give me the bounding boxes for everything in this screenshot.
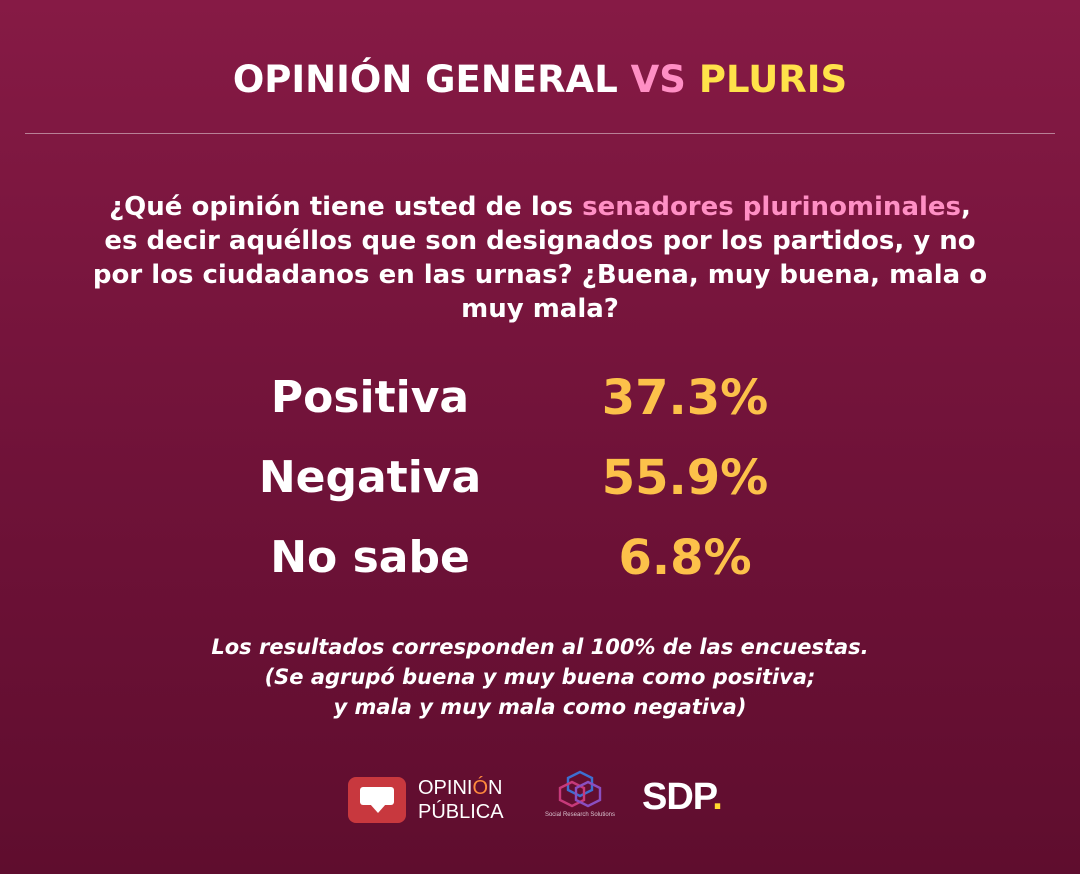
result-value: 37.3%: [601, 370, 769, 426]
result-label: No sabe: [270, 532, 470, 583]
footnote: Los resultados corresponden al 100% de l…: [140, 632, 940, 722]
result-label: Negativa: [258, 452, 482, 503]
srs-caption: Social Research Solutions: [544, 812, 616, 818]
question-highlight: senadores plurinominales: [582, 192, 962, 222]
footnote-line: Los resultados corresponden al 100% de l…: [211, 635, 869, 659]
footnote-line: (Se agrupó buena y muy buena como positi…: [264, 665, 816, 689]
srs-mark-icon: [558, 770, 602, 808]
page-title: OPINIÓN GENERAL VS PLURIS: [0, 56, 1080, 104]
opinion-publica-logo: OPINIÓN PÚBLICA: [418, 777, 504, 823]
title-part-main: OPINIÓN GENERAL: [232, 58, 631, 101]
title-part-vs: VS: [630, 58, 686, 101]
title-divider: [25, 133, 1055, 134]
question-text-start: ¿Qué opinión tiene usted de los: [109, 192, 583, 222]
footnote-line: y mala y muy mala como negativa): [333, 695, 747, 719]
result-label: Positiva: [270, 372, 470, 423]
logo-strip: OPINIÓN PÚBLICA Social Research Solution…: [0, 770, 1080, 830]
social-research-solutions-logo: Social Research Solutions: [538, 770, 622, 828]
title-part-pluris: PLURIS: [685, 58, 848, 101]
sdp-logo: SDP.: [642, 776, 723, 818]
result-row-negativa: Negativa 55.9%: [0, 445, 1080, 515]
speech-bubble-icon: [348, 777, 406, 823]
survey-question: ¿Qué opinión tiene usted de los senadore…: [90, 190, 990, 326]
result-row-no-sabe: No sabe 6.8%: [0, 525, 1080, 595]
question-text-end: , es decir aquéllos que son designados p…: [92, 192, 988, 324]
result-row-positiva: Positiva 37.3%: [0, 365, 1080, 435]
result-value: 6.8%: [618, 530, 752, 586]
result-value: 55.9%: [601, 450, 769, 506]
